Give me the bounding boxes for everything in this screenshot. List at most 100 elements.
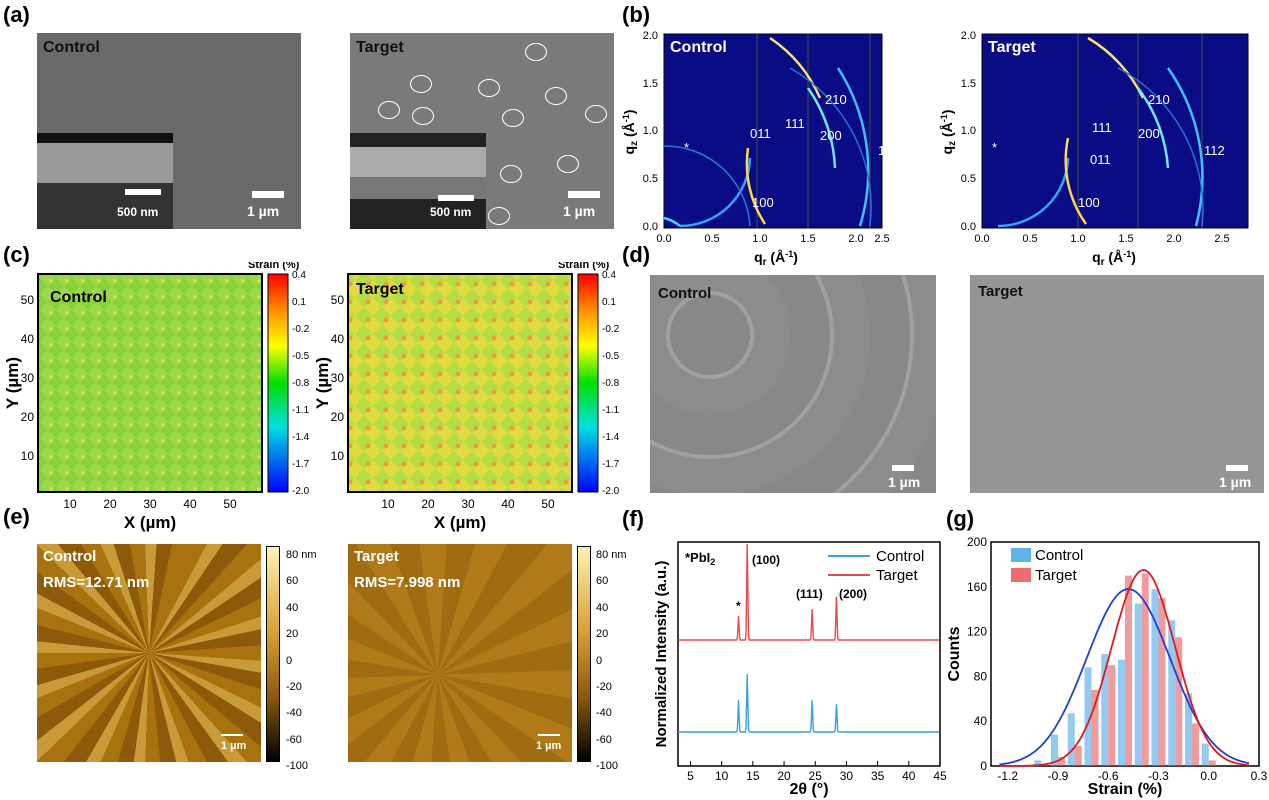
- giwaxs-xlabel: qr (Å-1): [754, 249, 798, 268]
- cross-section-inset: 500 nm: [37, 133, 173, 229]
- legend-target: Target: [1035, 567, 1078, 584]
- cbar-tick: 40: [286, 601, 299, 614]
- hist-bar-control: [1101, 654, 1109, 766]
- cbar-tick: -20: [286, 681, 302, 694]
- afm-cbar-ticks: 80 nm 60 40 20 0 -20 -40 -60 -100: [596, 542, 627, 780]
- hist-bar-control: [1118, 659, 1125, 766]
- x-tick: 45: [933, 769, 947, 783]
- colorbar-title: Strain (%): [558, 262, 610, 271]
- cbar-tick: 20: [596, 628, 609, 641]
- xrd-chart: *PbI2 Control Target (100) (111) (200) *…: [653, 541, 947, 798]
- x-tick: 40: [501, 497, 515, 511]
- x-tick: 30: [143, 497, 157, 511]
- x-tick: 0.5: [1022, 233, 1037, 245]
- hist-bar-target: [1158, 598, 1166, 766]
- fit-curve-control: [999, 588, 1250, 766]
- grain-circle: [585, 105, 607, 123]
- hist-bar-control: [1185, 693, 1192, 766]
- strain-target-title: Target: [356, 281, 404, 298]
- grain-circle: [378, 101, 400, 119]
- strain-maps: Control Strain (%) 0.4 0.1 -0.2 -0.5 -0.…: [3, 262, 620, 532]
- y-tick: 40: [21, 332, 35, 346]
- y-tick: 0.0: [961, 221, 976, 233]
- hist-bar-target: [1108, 665, 1116, 766]
- peak-label-200: (200): [839, 587, 867, 601]
- cross-section-inset: 500 nm: [350, 133, 486, 229]
- giwaxs-target: Target 210 111 200 011 112 100 * 2.0 1.5…: [939, 30, 1249, 268]
- x-tick: 50: [541, 497, 555, 511]
- peak-label: *: [992, 140, 997, 155]
- peak-label-star: *: [736, 599, 741, 613]
- y-tick: 0: [980, 759, 987, 773]
- peak-label: 011: [1090, 152, 1111, 167]
- legend-control: Control: [876, 548, 924, 565]
- cbar-tick: -0.5: [292, 351, 310, 362]
- hist-bar-target: [1058, 757, 1065, 766]
- strain-control: Control Strain (%) 0.4 0.1 -0.2 -0.5 -0.…: [3, 262, 310, 532]
- x-tick: 2.0: [1166, 233, 1181, 245]
- cbar-tick: -100: [596, 760, 619, 773]
- panel-c-label: (c): [3, 242, 30, 267]
- x-tick: 20: [421, 497, 435, 511]
- panel-f-label: (f): [622, 506, 644, 531]
- afm-target-title: Target: [354, 548, 399, 565]
- giwaxs-xlabel: qr (Å-1): [1092, 249, 1136, 268]
- peak-label: 100: [1078, 195, 1100, 210]
- peak-label: 112: [1204, 143, 1225, 158]
- hist-bar-control: [1034, 760, 1042, 766]
- strain-target: Target Strain (%) 0.4 0.1 -0.2 -0.5 -0.8…: [313, 262, 620, 532]
- x-tick: 2.0: [848, 233, 863, 245]
- strain-xlabel: X (µm): [434, 513, 486, 532]
- legend-target-swatch: [1011, 568, 1031, 582]
- cbar-tick: -0.5: [602, 351, 620, 362]
- legend-target: Target: [876, 567, 919, 584]
- y-tick: 20: [331, 410, 345, 424]
- afm-cbar-ticks: 80 nm 60 40 20 0 -20 -40 -60 -100: [286, 542, 317, 780]
- legend-control-swatch: [1011, 548, 1031, 562]
- cbar-tick: 20: [286, 628, 299, 641]
- y-tick: 120: [967, 625, 987, 639]
- y-tick: 1.0: [643, 125, 658, 137]
- panel-a-label: (a): [3, 2, 30, 27]
- y-tick: 10: [21, 449, 35, 463]
- giwaxs-control: Control 210 111 011 200 112 100 * 2.0 1.…: [621, 30, 899, 268]
- peak-label-111: (111): [796, 587, 823, 601]
- xrd-note: *PbI2: [685, 550, 715, 567]
- grain-circle: [525, 43, 547, 61]
- x-tick: 0.0: [974, 233, 989, 245]
- y-tick: 2.0: [643, 30, 658, 42]
- hist-xlabel: Strain (%): [1088, 781, 1163, 798]
- y-tick: 1.5: [961, 78, 976, 90]
- cbar-tick: 60: [286, 575, 299, 588]
- x-tick: 20: [777, 769, 791, 783]
- x-tick: 30: [461, 497, 475, 511]
- xrd-line-control: [678, 673, 940, 733]
- afm-control-title: Control: [43, 548, 97, 565]
- y-tick: 30: [331, 371, 345, 385]
- hist-bar-control: [1168, 620, 1176, 766]
- grain-circle: [478, 79, 500, 97]
- x-tick: 5: [687, 769, 694, 783]
- sem-d-target-title: Target: [978, 283, 1023, 300]
- hist-bar-control: [1051, 734, 1058, 766]
- cbar-tick: -0.2: [292, 324, 310, 335]
- sem-d-control-title: Control: [658, 285, 712, 302]
- cbar-tick: 0.4: [292, 270, 306, 281]
- x-tick: 2.5: [1214, 233, 1229, 245]
- cbar-tick: -1.4: [292, 432, 310, 443]
- strain-histogram: 200 160 120 80 40 0 -1.2 -0.9 -0.6 -0.3 0.0 0.3 Co…: [946, 535, 1267, 798]
- y-tick: 0.5: [643, 173, 658, 185]
- x-tick: 1.5: [800, 233, 815, 245]
- afm-control-colorbar: [266, 546, 280, 762]
- peak-label-100: (100): [752, 553, 780, 567]
- y-tick: 80: [974, 669, 988, 683]
- hist-ylabel: Counts: [946, 626, 963, 681]
- y-tick: 50: [21, 293, 35, 307]
- peak-label: 200: [820, 128, 842, 143]
- fit-curve-target: [999, 569, 1250, 767]
- afm-target-rms: RMS=7.998 nm: [354, 574, 461, 591]
- cbar-tick: -100: [286, 760, 309, 773]
- sem-d-scale: 1 µm: [1219, 474, 1252, 490]
- peak-label: 111: [1092, 120, 1112, 135]
- cbar-tick: 0.1: [292, 297, 306, 308]
